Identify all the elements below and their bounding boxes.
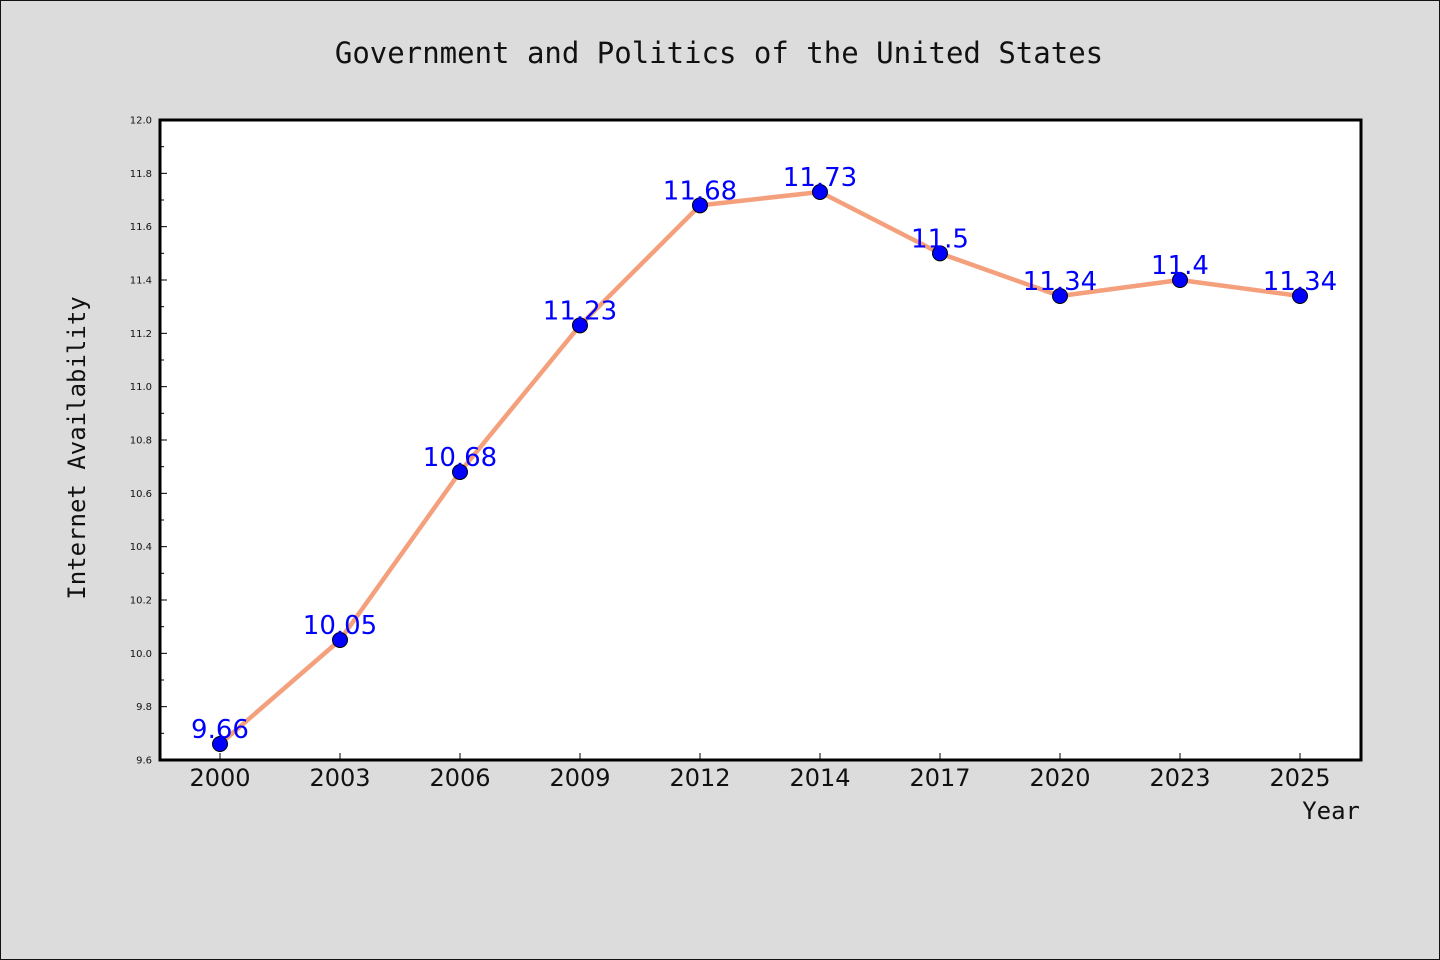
x-tick-label: 2020	[1029, 764, 1090, 792]
chart-title: Government and Politics of the United St…	[335, 36, 1103, 70]
y-tick-label: 9.6	[136, 756, 152, 767]
data-point	[1292, 288, 1308, 304]
data-point	[692, 197, 708, 214]
data-label: 11.68	[663, 176, 737, 206]
data-point	[332, 632, 348, 648]
y-tick-label: 11.2	[130, 329, 152, 340]
data-label: 11.23	[543, 296, 617, 326]
data-label: 11.73	[783, 163, 857, 193]
y-axis: 9.6 9.8 10.0 10.2 10.4 10.6 10.8 11.0 11.2 11.4 11…	[130, 116, 167, 767]
data-label: 11.4	[1151, 251, 1209, 281]
y-axis-title: Internet Availability	[63, 296, 91, 599]
y-tick-label: 10.4	[130, 542, 152, 553]
data-point	[812, 184, 828, 200]
y-tick-label: 12.0	[130, 116, 152, 127]
x-tick-label: 2003	[309, 764, 370, 792]
data-label: 10.05	[303, 611, 377, 641]
y-tick-label: 10.8	[130, 436, 152, 447]
plot-area	[158, 118, 1363, 762]
x-axis-title: Year	[1302, 797, 1360, 825]
x-tick-label: 2017	[909, 764, 970, 792]
data-point	[212, 736, 228, 752]
x-tick-label: 2014	[789, 764, 850, 792]
y-tick-label: 9.8	[136, 702, 152, 713]
x-tick-label: 2012	[669, 764, 730, 792]
series-group: 9.66 10.05 10.68 11.23 11.68 11.73 11.5 11.34 11…	[191, 163, 1337, 752]
x-tick-label: 2009	[549, 764, 610, 792]
data-label: 10.68	[423, 443, 497, 473]
data-label: 11.34	[1023, 267, 1097, 297]
y-tick-label: 11.8	[130, 169, 152, 180]
series-line	[218, 189, 1301, 746]
data-point	[572, 317, 588, 334]
data-label: 9.66	[191, 715, 249, 745]
y-tick-label: 11.6	[130, 222, 152, 233]
data-point	[1052, 288, 1068, 304]
y-tick-label: 11.0	[130, 382, 152, 393]
y-tick-label: 10.2	[130, 596, 152, 607]
data-label: 11.34	[1263, 267, 1337, 297]
data-point	[1172, 272, 1188, 288]
x-tick-label: 2006	[429, 764, 490, 792]
y-tick-label: 10.0	[130, 649, 152, 660]
y-tick-label: 11.4	[130, 276, 152, 287]
x-axis: 2000 2003 2006 2009 2012 2014 2017 2020 2023 2025	[189, 753, 1331, 792]
x-tick-label: 2000	[189, 764, 250, 792]
data-point	[452, 464, 468, 480]
x-tick-label: 2023	[1149, 764, 1210, 792]
data-label: 11.5	[911, 224, 969, 254]
x-tick-label: 2025	[1269, 764, 1330, 792]
y-tick-label: 10.6	[130, 489, 152, 500]
data-point	[932, 245, 948, 262]
